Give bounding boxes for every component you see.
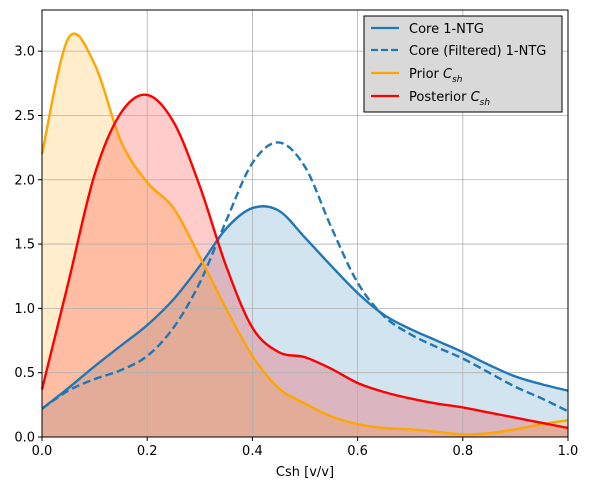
x-tick-label: 0.6 — [347, 444, 368, 459]
series-line-0 — [41, 205, 569, 410]
x-axis-label: Csh [v/v] — [276, 465, 334, 480]
legend-label-prior-text: Prior — [409, 67, 443, 82]
x-tick-label: 0.8 — [452, 444, 473, 459]
legend-label-prior-subscript: sh — [452, 75, 463, 85]
x-tick-label: 0.0 — [32, 444, 53, 459]
y-tick-label: 2.5 — [14, 109, 35, 124]
y-tick-label: 3.0 — [14, 45, 35, 60]
series-line-1 — [41, 141, 569, 413]
legend-label-prior: Prior Csh — [409, 67, 463, 85]
density-lines — [40, 32, 569, 436]
density-fills — [42, 33, 568, 438]
grid-lines — [41, 10, 569, 438]
y-tick-label: 0.0 — [14, 431, 35, 446]
legend-label-posterior-text: Posterior — [409, 90, 471, 105]
series-line-2 — [40, 32, 569, 436]
y-tick-label: 2.0 — [14, 173, 35, 188]
y-tick-label: 0.5 — [14, 366, 35, 381]
x-tick-label: 0.4 — [242, 444, 263, 459]
legend-label-posterior-subscript: sh — [480, 98, 491, 108]
y-tick-label: 1.5 — [14, 238, 35, 253]
series-fill-3 — [42, 94, 568, 438]
legend-label-posterior: Posterior Csh — [409, 90, 490, 108]
legend: Core 1-NTG Core (Filtered) 1-NTG Prior C… — [363, 15, 563, 113]
legend-label-core: Core 1-NTG — [409, 22, 484, 37]
x-axis-ticks: 0.0 0.2 0.4 0.6 0.8 1.0 — [32, 437, 579, 459]
plot-frame — [41, 9, 569, 438]
y-axis-ticks: 0.0 0.5 1.0 1.5 2.0 2.5 3.0 — [14, 45, 42, 446]
legend-label-posterior-symbol: C — [471, 90, 481, 105]
legend-label-prior-symbol: C — [443, 67, 453, 82]
series-line-3 — [40, 93, 569, 430]
x-tick-label: 0.2 — [137, 444, 158, 459]
series-fill-0 — [42, 206, 568, 437]
legend-label-core-filtered: Core (Filtered) 1-NTG — [409, 44, 546, 59]
y-tick-label: 1.0 — [14, 302, 35, 317]
x-tick-label: 1.0 — [558, 444, 579, 459]
series-fill-2 — [42, 33, 568, 438]
